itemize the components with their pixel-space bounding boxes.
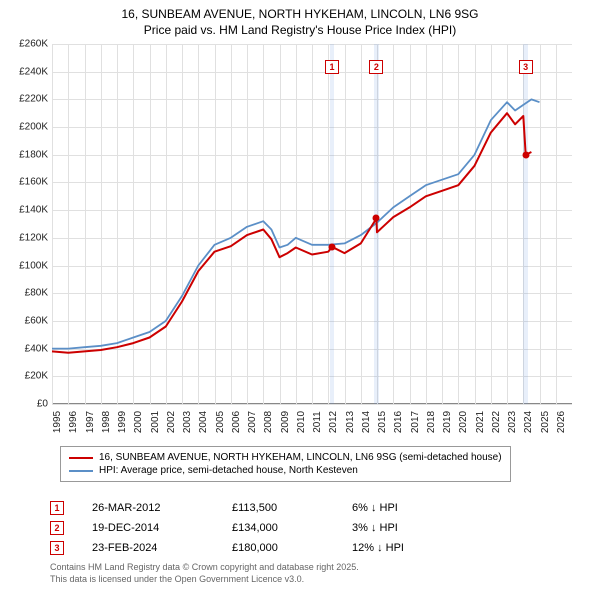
- x-tick-label: 2026: [556, 411, 567, 433]
- x-tick-label: 2018: [426, 411, 437, 433]
- series-hpi: [52, 99, 540, 348]
- sales-num-box: 2: [50, 521, 64, 535]
- y-tick-label: £0: [37, 399, 48, 410]
- y-tick-label: £180K: [19, 149, 48, 160]
- sales-date: 19-DEC-2014: [92, 522, 232, 534]
- x-tick-label: 2024: [523, 411, 534, 433]
- y-tick-label: £80K: [25, 288, 48, 299]
- x-tick-label: 2025: [540, 411, 551, 433]
- title-block: 16, SUNBEAM AVENUE, NORTH HYKEHAM, LINCO…: [0, 0, 600, 38]
- x-tick-label: 2011: [312, 411, 323, 433]
- x-tick-label: 2002: [166, 411, 177, 433]
- sale-marker-box: 1: [325, 60, 339, 74]
- x-tick-label: 2017: [410, 411, 421, 433]
- gridline-h: [52, 404, 572, 405]
- y-tick-label: £200K: [19, 122, 48, 133]
- x-tick-label: 2022: [491, 411, 502, 433]
- sales-row: 1 26-MAR-2012£113,5006% ↓ HPI: [50, 498, 492, 518]
- footnote-line-2: This data is licensed under the Open Gov…: [50, 574, 359, 586]
- legend-swatch: [69, 457, 93, 459]
- sale-marker-box: 3: [519, 60, 533, 74]
- y-tick-label: £160K: [19, 177, 48, 188]
- x-tick-label: 2001: [150, 411, 161, 433]
- sales-price: £134,000: [232, 522, 352, 534]
- y-tick-label: £60K: [25, 315, 48, 326]
- title-line-2: Price paid vs. HM Land Registry's House …: [0, 22, 600, 38]
- x-tick-label: 2006: [231, 411, 242, 433]
- sale-marker-dot: [373, 215, 380, 222]
- sales-delta: 6% ↓ HPI: [352, 502, 492, 514]
- x-tick-label: 2008: [263, 411, 274, 433]
- x-tick-label: 2014: [361, 411, 372, 433]
- series-price-paid: [52, 113, 531, 353]
- x-tick-label: 1997: [85, 411, 96, 433]
- y-tick-label: £20K: [25, 371, 48, 382]
- sales-price: £180,000: [232, 542, 352, 554]
- legend: 16, SUNBEAM AVENUE, NORTH HYKEHAM, LINCO…: [60, 446, 511, 482]
- x-tick-label: 2021: [475, 411, 486, 433]
- title-line-1: 16, SUNBEAM AVENUE, NORTH HYKEHAM, LINCO…: [0, 6, 600, 22]
- y-tick-label: £260K: [19, 39, 48, 50]
- x-tick-label: 1996: [68, 411, 79, 433]
- sales-delta: 3% ↓ HPI: [352, 522, 492, 534]
- series-svg: [52, 44, 572, 404]
- legend-item: HPI: Average price, semi-detached house,…: [69, 464, 502, 477]
- x-tick-label: 2010: [296, 411, 307, 433]
- x-tick-label: 2004: [198, 411, 209, 433]
- x-tick-label: 2005: [215, 411, 226, 433]
- sales-row: 2 19-DEC-2014£134,0003% ↓ HPI: [50, 518, 492, 538]
- legend-item: 16, SUNBEAM AVENUE, NORTH HYKEHAM, LINCO…: [69, 451, 502, 464]
- x-tick-label: 2003: [182, 411, 193, 433]
- x-tick-label: 2015: [377, 411, 388, 433]
- x-tick-label: 1995: [52, 411, 63, 433]
- sales-row: 3 23-FEB-2024£180,00012% ↓ HPI: [50, 538, 492, 558]
- x-tick-label: 2009: [280, 411, 291, 433]
- legend-swatch: [69, 470, 93, 472]
- x-tick-label: 2013: [345, 411, 356, 433]
- x-tick-label: 2016: [393, 411, 404, 433]
- sale-marker-dot: [328, 243, 335, 250]
- sales-table: 1 26-MAR-2012£113,5006% ↓ HPI 2 19-DEC-2014…: [50, 498, 492, 558]
- x-tick-label: 2023: [507, 411, 518, 433]
- y-tick-label: £220K: [19, 94, 48, 105]
- y-tick-label: £240K: [19, 66, 48, 77]
- sales-date: 23-FEB-2024: [92, 542, 232, 554]
- footnote-line-1: Contains HM Land Registry data © Crown c…: [50, 562, 359, 574]
- y-tick-label: £40K: [25, 343, 48, 354]
- legend-label: HPI: Average price, semi-detached house,…: [99, 465, 358, 476]
- x-tick-label: 2019: [442, 411, 453, 433]
- sales-num-box: 3: [50, 541, 64, 555]
- y-tick-label: £120K: [19, 232, 48, 243]
- y-tick-label: £140K: [19, 205, 48, 216]
- footnote: Contains HM Land Registry data © Crown c…: [50, 562, 359, 585]
- sales-date: 26-MAR-2012: [92, 502, 232, 514]
- x-tick-label: 2000: [133, 411, 144, 433]
- x-tick-label: 2012: [328, 411, 339, 433]
- y-tick-label: £100K: [19, 260, 48, 271]
- price-chart: £0£20K£40K£60K£80K£100K£120K£140K£160K£1…: [52, 44, 572, 404]
- x-tick-label: 1998: [101, 411, 112, 433]
- sale-marker-dot: [522, 151, 529, 158]
- sales-delta: 12% ↓ HPI: [352, 542, 492, 554]
- x-tick-label: 1999: [117, 411, 128, 433]
- legend-label: 16, SUNBEAM AVENUE, NORTH HYKEHAM, LINCO…: [99, 452, 502, 463]
- x-tick-label: 2020: [458, 411, 469, 433]
- x-tick-label: 2007: [247, 411, 258, 433]
- sales-price: £113,500: [232, 502, 352, 514]
- sales-num-box: 1: [50, 501, 64, 515]
- sale-marker-box: 2: [369, 60, 383, 74]
